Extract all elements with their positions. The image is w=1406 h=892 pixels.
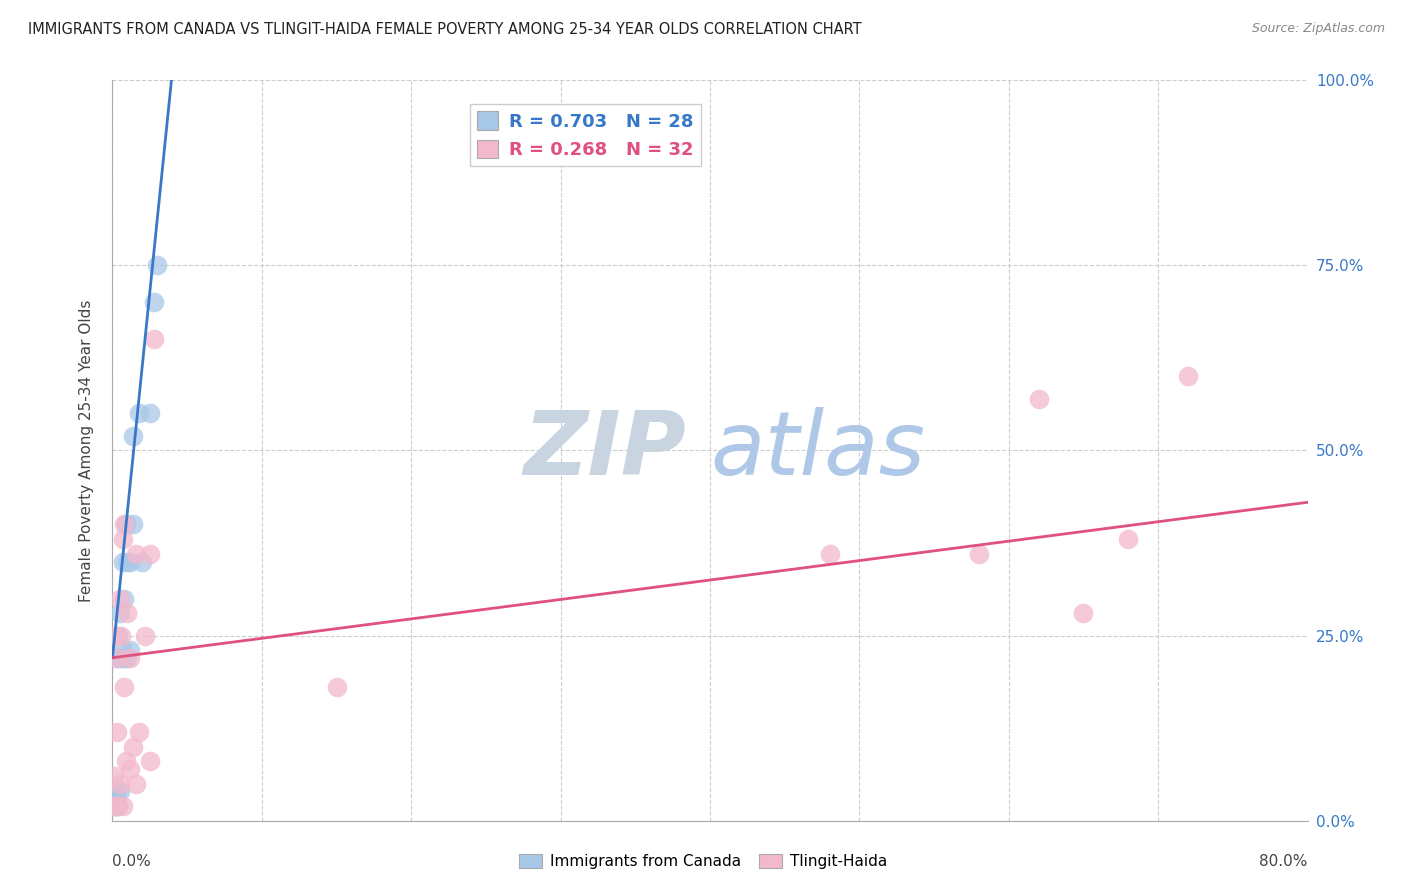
Point	[122, 517, 145, 532]
Point	[104, 628, 127, 642]
Point	[111, 533, 134, 547]
Point	[120, 555, 142, 569]
Point	[111, 798, 134, 813]
Point	[1028, 392, 1050, 406]
Point	[1118, 533, 1140, 547]
Point	[105, 784, 128, 798]
Point	[1177, 369, 1199, 384]
Point	[114, 650, 135, 665]
Point	[111, 555, 134, 569]
Point	[122, 428, 145, 442]
Point	[114, 591, 135, 606]
Point	[103, 798, 125, 813]
Point	[105, 650, 128, 665]
Text: 0.0%: 0.0%	[112, 854, 152, 869]
Point	[122, 739, 145, 754]
Point	[325, 681, 347, 695]
Point	[108, 650, 131, 665]
Point	[146, 259, 169, 273]
Point	[128, 407, 150, 421]
Point	[108, 776, 131, 791]
Point	[108, 607, 131, 621]
Point	[117, 607, 139, 621]
Point	[107, 798, 129, 813]
Point	[117, 650, 139, 665]
Text: atlas: atlas	[710, 408, 925, 493]
Point	[105, 798, 128, 813]
Y-axis label: Female Poverty Among 25-34 Year Olds: Female Poverty Among 25-34 Year Olds	[79, 300, 94, 601]
Legend: R = 0.703   N = 28, R = 0.268   N = 32: R = 0.703 N = 28, R = 0.268 N = 32	[470, 104, 702, 166]
Point	[967, 547, 990, 561]
Point	[115, 755, 138, 769]
Point	[110, 628, 132, 642]
Point	[114, 681, 135, 695]
Point	[104, 798, 127, 813]
Point	[114, 517, 135, 532]
Point	[105, 650, 128, 665]
Point	[103, 784, 125, 798]
Point	[108, 784, 131, 798]
Point	[1073, 607, 1095, 621]
Point	[131, 555, 153, 569]
Point	[105, 724, 128, 739]
Legend: Immigrants from Canada, Tlingit-Haida: Immigrants from Canada, Tlingit-Haida	[513, 847, 893, 875]
Point	[139, 755, 162, 769]
Point	[120, 762, 142, 776]
Text: IMMIGRANTS FROM CANADA VS TLINGIT-HAIDA FEMALE POVERTY AMONG 25-34 YEAR OLDS COR: IMMIGRANTS FROM CANADA VS TLINGIT-HAIDA …	[28, 22, 862, 37]
Point	[108, 591, 131, 606]
Point	[143, 295, 166, 310]
Point	[120, 643, 142, 657]
Point	[103, 798, 125, 813]
Point	[120, 650, 142, 665]
Point	[107, 798, 129, 813]
Point	[125, 547, 148, 561]
Point	[104, 791, 127, 805]
Point	[107, 628, 129, 642]
Point	[128, 724, 150, 739]
Point	[111, 643, 134, 657]
Point	[139, 547, 162, 561]
Point	[134, 628, 156, 642]
Point	[103, 769, 125, 783]
Point	[143, 332, 166, 346]
Text: Source: ZipAtlas.com: Source: ZipAtlas.com	[1251, 22, 1385, 36]
Point	[139, 407, 162, 421]
Point	[125, 776, 148, 791]
Point	[117, 555, 139, 569]
Text: 80.0%: 80.0%	[1260, 854, 1308, 869]
Point	[115, 517, 138, 532]
Point	[818, 547, 841, 561]
Text: ZIP: ZIP	[523, 407, 686, 494]
